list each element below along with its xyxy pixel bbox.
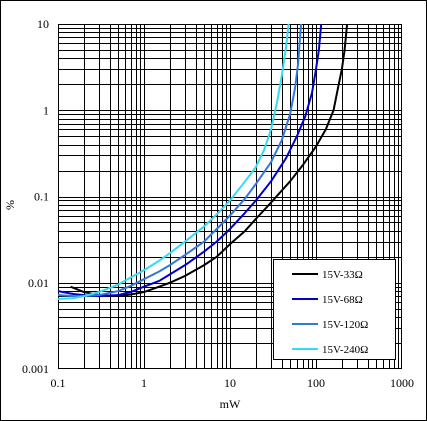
series-line-2 [58, 24, 323, 298]
y-tick-label: 10 [37, 17, 49, 31]
series-line-4 [58, 24, 290, 300]
y-tick-label: 0.1 [34, 190, 49, 204]
legend: 15V-33Ω 15V-68Ω 15V-120Ω 15V-240Ω [273, 259, 396, 360]
y-axis-label: % [3, 200, 17, 210]
x-axis-label: mW [220, 397, 241, 411]
y-tick-label: 0.01 [28, 276, 49, 290]
x-tick-label: 100 [307, 376, 325, 390]
grid [58, 24, 402, 369]
series-line-1 [70, 24, 349, 298]
x-tick-label: 10 [224, 376, 236, 390]
plot-border [58, 24, 402, 369]
legend-label: 15V-120Ω [322, 319, 368, 331]
y-tick-label: 0.001 [22, 362, 49, 376]
x-tick-label: 1 [141, 376, 147, 390]
legend-label: 15V-33Ω [322, 269, 363, 281]
legend-label: 15V-68Ω [322, 294, 363, 306]
x-tick-label: 0.1 [51, 376, 66, 390]
y-tick-label: 1 [43, 103, 49, 117]
legend-box [273, 259, 396, 360]
x-tick-label: 1000 [390, 376, 414, 390]
legend-label: 15V-240Ω [322, 344, 368, 356]
series-group [58, 24, 349, 300]
series-line-3 [58, 24, 303, 298]
